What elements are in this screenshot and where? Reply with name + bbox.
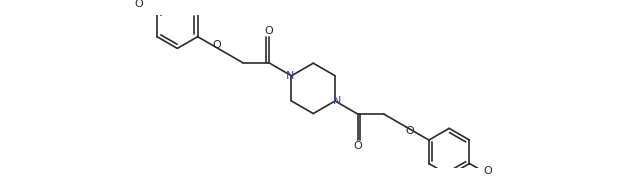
Text: O: O [212,40,221,50]
Text: O: O [265,26,273,36]
Text: O: O [353,141,362,151]
Text: O: O [484,166,493,176]
Text: O: O [134,0,143,9]
Text: O: O [405,126,414,136]
Text: N: N [285,71,294,81]
Text: N: N [333,96,341,106]
